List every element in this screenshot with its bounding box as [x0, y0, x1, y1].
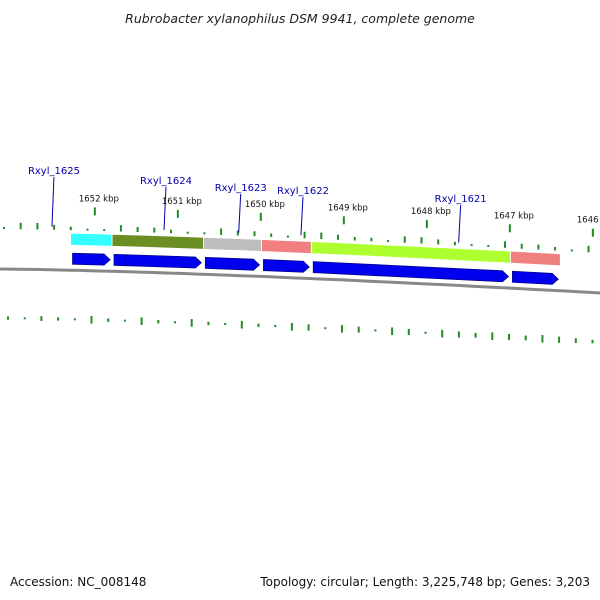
kbp-tick-label: 1652 kbp	[79, 194, 119, 204]
gene-labels: Rxyl_1625 Rxyl_1624 Rxyl_1623 Rxyl_1622 Rxyl…	[28, 166, 487, 243]
kbp-ticks: 1652 kbp 1651 kbp 1650 kbp 1649 kbp 1648 kbp…	[79, 194, 600, 237]
gene-label: Rxyl_1622	[277, 186, 329, 197]
cds-arrow	[204, 256, 261, 271]
gene-feature	[70, 232, 113, 247]
kbp-tick-label: 1646 kbp	[577, 216, 600, 226]
gene-label-leader	[300, 196, 304, 236]
backbone-line	[0, 267, 600, 295]
kbp-tick-label: 1648 kbp	[411, 207, 451, 217]
gene-feature	[310, 241, 511, 264]
gene-feature	[261, 239, 312, 255]
gene-label: Rxyl_1621	[435, 194, 487, 205]
feature-track	[70, 232, 561, 267]
cds-arrow	[72, 252, 111, 266]
cds-arrow	[113, 253, 202, 269]
map-title: Rubrobacter xylanophilus DSM 9941, compl…	[125, 11, 475, 26]
cds-arrow	[512, 270, 559, 285]
gene-feature	[202, 236, 262, 252]
gene-label-leader	[163, 186, 167, 230]
cds-track	[72, 252, 559, 285]
gene-label-leader	[238, 193, 242, 233]
gc-skew-track	[3, 222, 594, 344]
gene-feature	[510, 250, 561, 267]
cds-arrow	[312, 261, 510, 283]
kbp-tick-label: 1651 kbp	[162, 197, 202, 207]
genome-backbone	[0, 267, 600, 295]
cds-arrow	[263, 259, 310, 273]
genome-summary-text: Topology: circular; Length: 3,225,748 bp…	[259, 575, 590, 589]
gene-label-leader	[458, 204, 462, 243]
accession-text: Accession: NC_008148	[10, 575, 146, 589]
kbp-tick-label: 1650 kbp	[245, 200, 285, 210]
gene-label-leader	[51, 176, 55, 227]
gene-label: Rxyl_1625	[28, 166, 80, 177]
gene-label: Rxyl_1624	[140, 176, 192, 187]
kbp-tick-label: 1647 kbp	[494, 211, 534, 221]
gene-label: Rxyl_1623	[215, 183, 267, 194]
gene-feature	[111, 233, 204, 250]
kbp-tick-label: 1649 kbp	[328, 203, 368, 213]
